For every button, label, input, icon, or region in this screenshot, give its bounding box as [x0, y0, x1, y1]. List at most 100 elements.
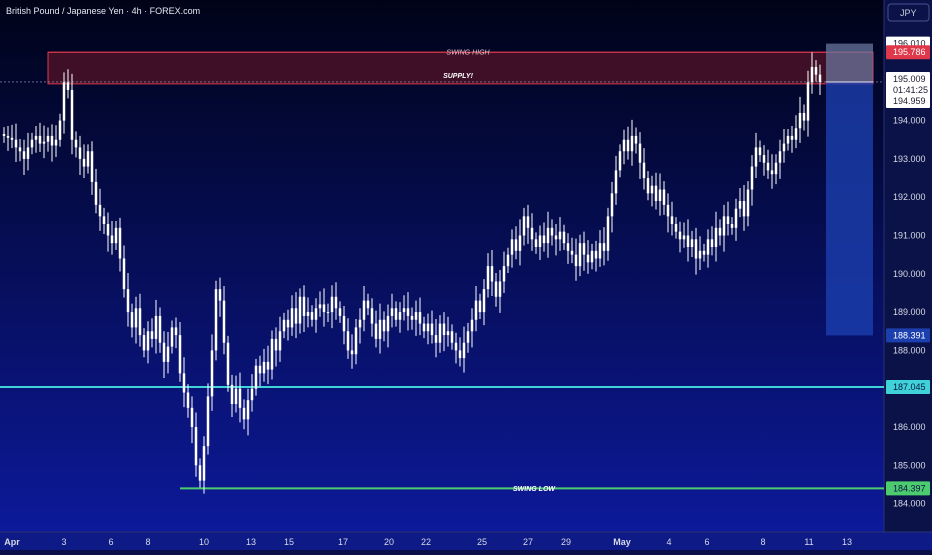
candle-body: [474, 300, 478, 320]
candle-body: [86, 151, 90, 167]
candle-body: [326, 312, 330, 314]
candle-body: [298, 296, 302, 324]
candle-body: [34, 135, 38, 140]
candle-body: [130, 312, 134, 328]
x-tick-label: 27: [523, 537, 533, 547]
candle-body: [726, 216, 730, 225]
candle-body: [290, 308, 294, 328]
chart-title: British Pound / Japanese Yen · 4h · FORE…: [6, 6, 200, 16]
candle-body: [426, 323, 430, 332]
candle-body: [414, 312, 418, 320]
y-tick-label: 185.000: [893, 460, 926, 470]
candle-body: [178, 335, 182, 374]
candle-body: [370, 308, 374, 324]
candle-body: [614, 170, 618, 194]
candle-body: [422, 323, 426, 332]
candle-body: [54, 139, 58, 146]
candle-body: [702, 250, 706, 255]
candle-body: [26, 147, 30, 159]
candle-body: [90, 151, 94, 182]
y-tick-label: 191.000: [893, 231, 926, 241]
badge-target-bg: [886, 328, 930, 343]
candle-body: [18, 147, 22, 152]
candle-body: [818, 74, 822, 82]
x-tick-label: 25: [477, 537, 487, 547]
candle-body: [470, 319, 474, 332]
candle-body: [790, 135, 794, 140]
candle-body: [462, 342, 466, 359]
candle-body: [154, 315, 158, 339]
candle-body: [498, 281, 502, 297]
candle-body: [194, 427, 198, 466]
candle-body: [278, 331, 282, 351]
candle-body: [170, 327, 174, 347]
short-position-target-zone[interactable]: [826, 81, 873, 336]
x-tick-label: 20: [384, 537, 394, 547]
candle-body: [754, 147, 758, 167]
candle-body: [410, 315, 414, 320]
candle-body: [30, 139, 34, 148]
y-tick-label: 184.000: [893, 499, 926, 509]
y-tick-label: 186.000: [893, 422, 926, 432]
candle-body: [762, 155, 766, 163]
supply-label: SUPPLY!: [443, 73, 473, 80]
candle-body: [42, 141, 46, 144]
candle-body: [690, 239, 694, 247]
candle-body: [22, 151, 26, 159]
y-axis-ticks: 184.000 185.000 186.000 188.000 189.000 190.0…: [893, 116, 926, 509]
candle-body: [630, 135, 634, 152]
candle-body: [766, 162, 770, 171]
candle-body: [266, 361, 270, 370]
candle-body: [270, 338, 274, 370]
candle-body: [250, 388, 254, 401]
candle-body: [174, 327, 178, 336]
x-tick-label: May: [613, 537, 631, 547]
candle-body: [122, 258, 126, 290]
x-tick-label: 22: [421, 537, 431, 547]
candle-body: [562, 231, 566, 244]
candle-body: [350, 350, 354, 355]
candle-body: [274, 338, 278, 351]
candle-body: [734, 208, 738, 228]
y-tick-label: 192.000: [893, 192, 926, 202]
candle-body: [666, 204, 670, 217]
candle-body: [358, 319, 362, 328]
candle-body: [430, 323, 434, 336]
x-tick-label: 4: [666, 537, 671, 547]
candle-body: [110, 235, 114, 244]
candle-body: [442, 323, 446, 336]
candle-body: [382, 319, 386, 332]
candle-body: [182, 373, 186, 393]
time-axis-panel[interactable]: [0, 532, 932, 550]
candle-body: [406, 308, 410, 316]
candle-body: [162, 342, 166, 362]
x-tick-label: 6: [704, 537, 709, 547]
candle-body: [146, 331, 150, 351]
candle-body: [62, 82, 66, 121]
candle-body: [458, 350, 462, 359]
candle-body: [198, 465, 202, 481]
badge-swing-low: 184.397: [893, 483, 926, 493]
candle-body: [478, 300, 482, 313]
candle-body: [626, 139, 630, 152]
badge-countdown: 01:41:25: [893, 85, 928, 95]
x-tick-label: 8: [760, 537, 765, 547]
candle-body: [750, 166, 754, 190]
supply-zone[interactable]: [47, 51, 874, 85]
candle-body: [494, 281, 498, 297]
candle-body: [342, 315, 346, 332]
candle-body: [374, 323, 378, 339]
candle-body: [282, 319, 286, 332]
currency-button[interactable]: [887, 3, 930, 22]
candle-series[interactable]: [2, 52, 822, 494]
candle-body: [106, 224, 110, 236]
candle-body: [102, 216, 106, 225]
candle-body: [454, 342, 458, 351]
candle-body: [334, 296, 338, 309]
candle-body: [814, 66, 818, 75]
short-position-stop-zone[interactable]: [826, 43, 873, 82]
candle-body: [538, 235, 542, 247]
candle-body: [650, 185, 654, 194]
